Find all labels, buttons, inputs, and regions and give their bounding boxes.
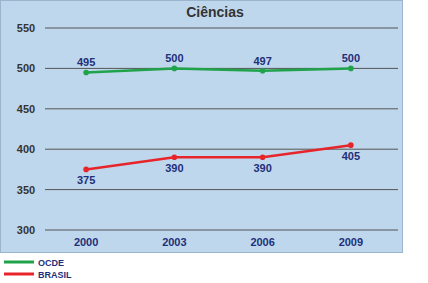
legend-label: OCDE [38,258,64,268]
point [83,167,89,173]
legend-label: BRASIL [38,270,72,280]
chart-svg: Ciências 300 350 400 450 500 550 2000 2003 2006 20… [0,0,428,283]
point [348,66,354,72]
legend-swatch [4,261,34,264]
series-line [86,68,351,72]
grid-line [45,189,398,190]
data-label: 390 [165,162,183,174]
plot-marks [83,66,353,173]
legend-swatch [4,273,34,276]
data-label: 390 [253,162,271,174]
grid-line [45,230,398,231]
data-label: 500 [342,52,360,64]
data-label: 405 [342,150,360,162]
x-tick-label: 2006 [250,236,274,248]
data-label: 497 [253,55,271,67]
point [172,154,178,160]
data-label: 495 [77,56,95,68]
point [260,154,266,160]
point [348,142,354,148]
page: {"chart_data": {"type": "line", "title":… [0,0,428,283]
grid-line [45,108,398,109]
point [83,70,89,76]
chart-container: Ciências 300 350 400 450 500 550 2000 2003 2006 20… [0,0,428,283]
y-tick-label: 500 [17,62,35,74]
y-tick-label: 400 [17,143,35,155]
chart-panel [1,1,403,253]
grid-line [45,28,398,29]
chart-title: Ciências [186,4,244,20]
y-tick-label: 350 [17,184,35,196]
x-tick-label: 2000 [74,236,98,248]
data-label: 500 [165,52,183,64]
x-tick-label: 2003 [162,236,186,248]
data-label: 375 [77,174,95,186]
x-tick-label: 2009 [339,236,363,248]
series-line [86,145,351,169]
y-tick-label: 300 [17,224,35,236]
point [172,66,178,72]
y-tick-label: 450 [17,103,35,115]
point [260,68,266,74]
y-tick-label: 550 [17,22,35,34]
